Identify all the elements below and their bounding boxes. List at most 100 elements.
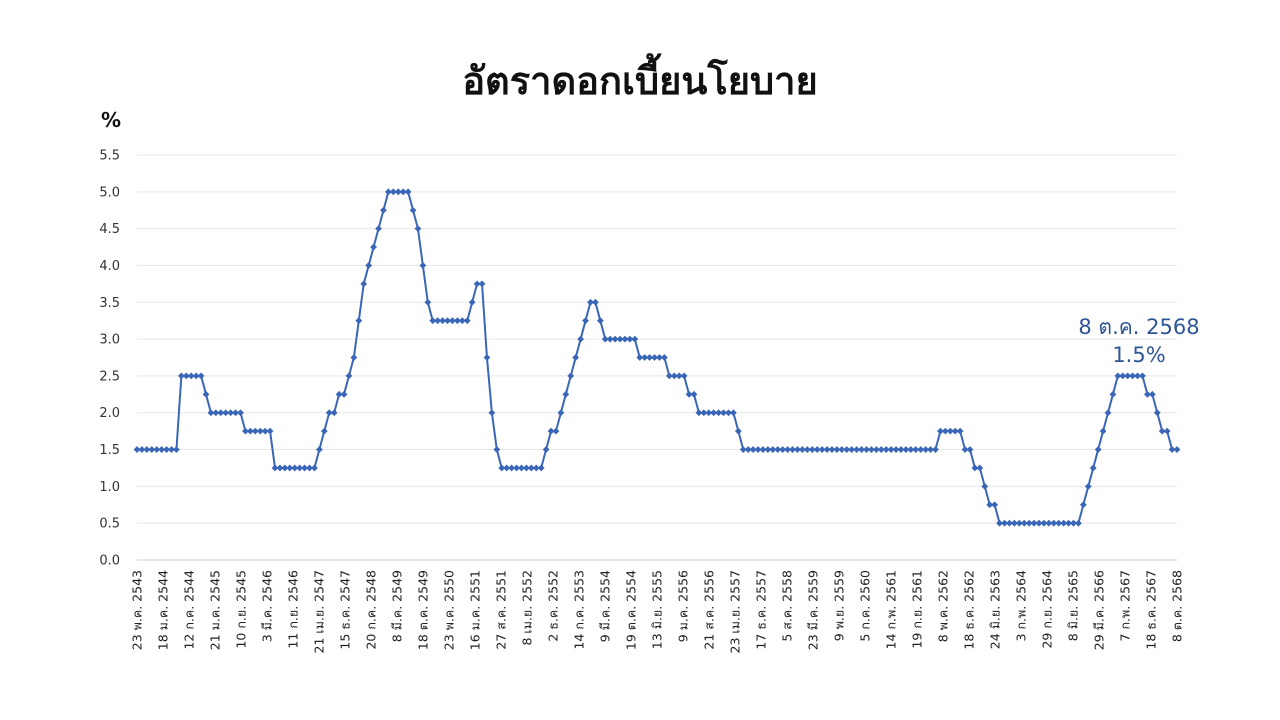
data-point: [552, 427, 560, 435]
data-point: [1050, 519, 1058, 527]
data-point: [843, 446, 851, 453]
x-tick-label: 16 ม.ค. 2551: [468, 570, 483, 650]
data-point: [1015, 519, 1023, 527]
data-point: [518, 464, 525, 472]
data-point: [749, 446, 757, 453]
x-tick-label: 9 มี.ค. 2554: [598, 570, 613, 642]
data-point: [966, 446, 974, 453]
x-tick-label: 27 ส.ค. 2551: [494, 570, 509, 650]
data-point: [375, 225, 382, 233]
data-point: [1148, 390, 1156, 398]
data-point: [404, 188, 412, 196]
data-point: [863, 446, 870, 453]
x-tick-label: 10 ก.ย. 2545: [234, 570, 249, 649]
gridlines: [137, 154, 1177, 561]
data-point: [311, 464, 318, 472]
data-point: [370, 243, 377, 251]
x-tick-label: 18 ม.ค. 2544: [156, 570, 171, 650]
data-point: [700, 409, 708, 417]
data-point: [242, 427, 249, 435]
data-point: [848, 446, 856, 453]
data-point: [784, 446, 792, 453]
series-markers: [133, 188, 1181, 527]
data-point: [734, 427, 742, 435]
y-tick-label: 3.5: [99, 296, 120, 311]
data-point: [315, 446, 323, 453]
data-point: [360, 280, 368, 288]
data-point: [286, 464, 294, 472]
x-tick-label: 5 ส.ค. 2558: [780, 570, 795, 642]
data-point: [419, 262, 427, 269]
data-point: [1035, 519, 1043, 527]
data-point: [296, 464, 304, 472]
data-point: [705, 409, 713, 417]
data-point: [173, 446, 180, 453]
data-point: [532, 464, 540, 472]
data-point: [1114, 372, 1122, 380]
data-point: [695, 409, 703, 417]
y-tick-label: 0.0: [99, 554, 120, 569]
data-point: [720, 409, 727, 417]
data-point: [478, 280, 486, 288]
data-point: [133, 446, 141, 453]
data-point: [774, 446, 782, 453]
y-tick-label: 3.0: [99, 333, 120, 348]
data-point: [237, 409, 244, 417]
data-point: [739, 446, 747, 453]
data-point: [522, 464, 530, 472]
data-point: [591, 298, 599, 306]
x-tick-label: 9 ม.ค. 2556: [676, 570, 691, 642]
data-point: [389, 188, 397, 196]
data-point: [917, 446, 925, 453]
data-point: [192, 372, 200, 380]
data-point: [148, 446, 156, 453]
x-tick-label: 8 มี.ค. 2549: [390, 570, 405, 642]
data-point: [670, 372, 678, 380]
data-point: [439, 317, 446, 325]
data-point: [902, 446, 910, 453]
data-point: [601, 335, 609, 343]
data-point: [1025, 519, 1033, 527]
y-tick-label: 5.0: [99, 185, 120, 200]
data-point: [907, 446, 915, 453]
data-point: [996, 519, 1003, 527]
data-point: [246, 427, 254, 435]
data-point: [498, 464, 506, 472]
y-tick-label: 2.5: [99, 369, 120, 384]
data-point: [956, 427, 964, 435]
data-point: [527, 464, 535, 472]
data-point: [340, 390, 348, 398]
data-point: [1079, 501, 1087, 509]
data-point: [754, 446, 762, 453]
data-point: [409, 206, 417, 214]
x-axis-ticks: 23 พ.ค. 2543 18 ม.ค. 2544 12 ก.ค. 2544 21 ม…: [130, 570, 1185, 653]
data-point: [1168, 446, 1176, 453]
data-point: [971, 464, 979, 472]
data-point: [542, 446, 550, 453]
data-point: [887, 446, 895, 453]
data-point: [596, 317, 604, 325]
data-point: [380, 206, 387, 214]
x-tick-label: 19 ต.ค. 2554: [624, 570, 639, 650]
data-point: [660, 354, 668, 361]
data-point: [434, 317, 442, 325]
y-tick-label: 1.5: [99, 443, 120, 458]
data-point: [729, 409, 737, 417]
data-point: [266, 427, 274, 435]
x-tick-label: 23 พ.ค. 2550: [442, 570, 457, 650]
data-point: [197, 372, 205, 380]
data-point: [335, 390, 343, 398]
data-point: [799, 446, 806, 453]
data-point: [350, 354, 358, 361]
data-point: [651, 354, 658, 361]
x-tick-label: 8 ต.ค. 2568: [1170, 570, 1185, 642]
data-point: [976, 464, 984, 472]
data-point: [182, 372, 190, 380]
data-point: [222, 409, 230, 417]
data-point: [725, 409, 732, 417]
data-point: [537, 464, 545, 472]
data-point: [261, 427, 269, 435]
data-point: [463, 317, 471, 325]
data-point: [1070, 519, 1077, 527]
x-tick-label: 21 ส.ค. 2556: [702, 570, 717, 650]
